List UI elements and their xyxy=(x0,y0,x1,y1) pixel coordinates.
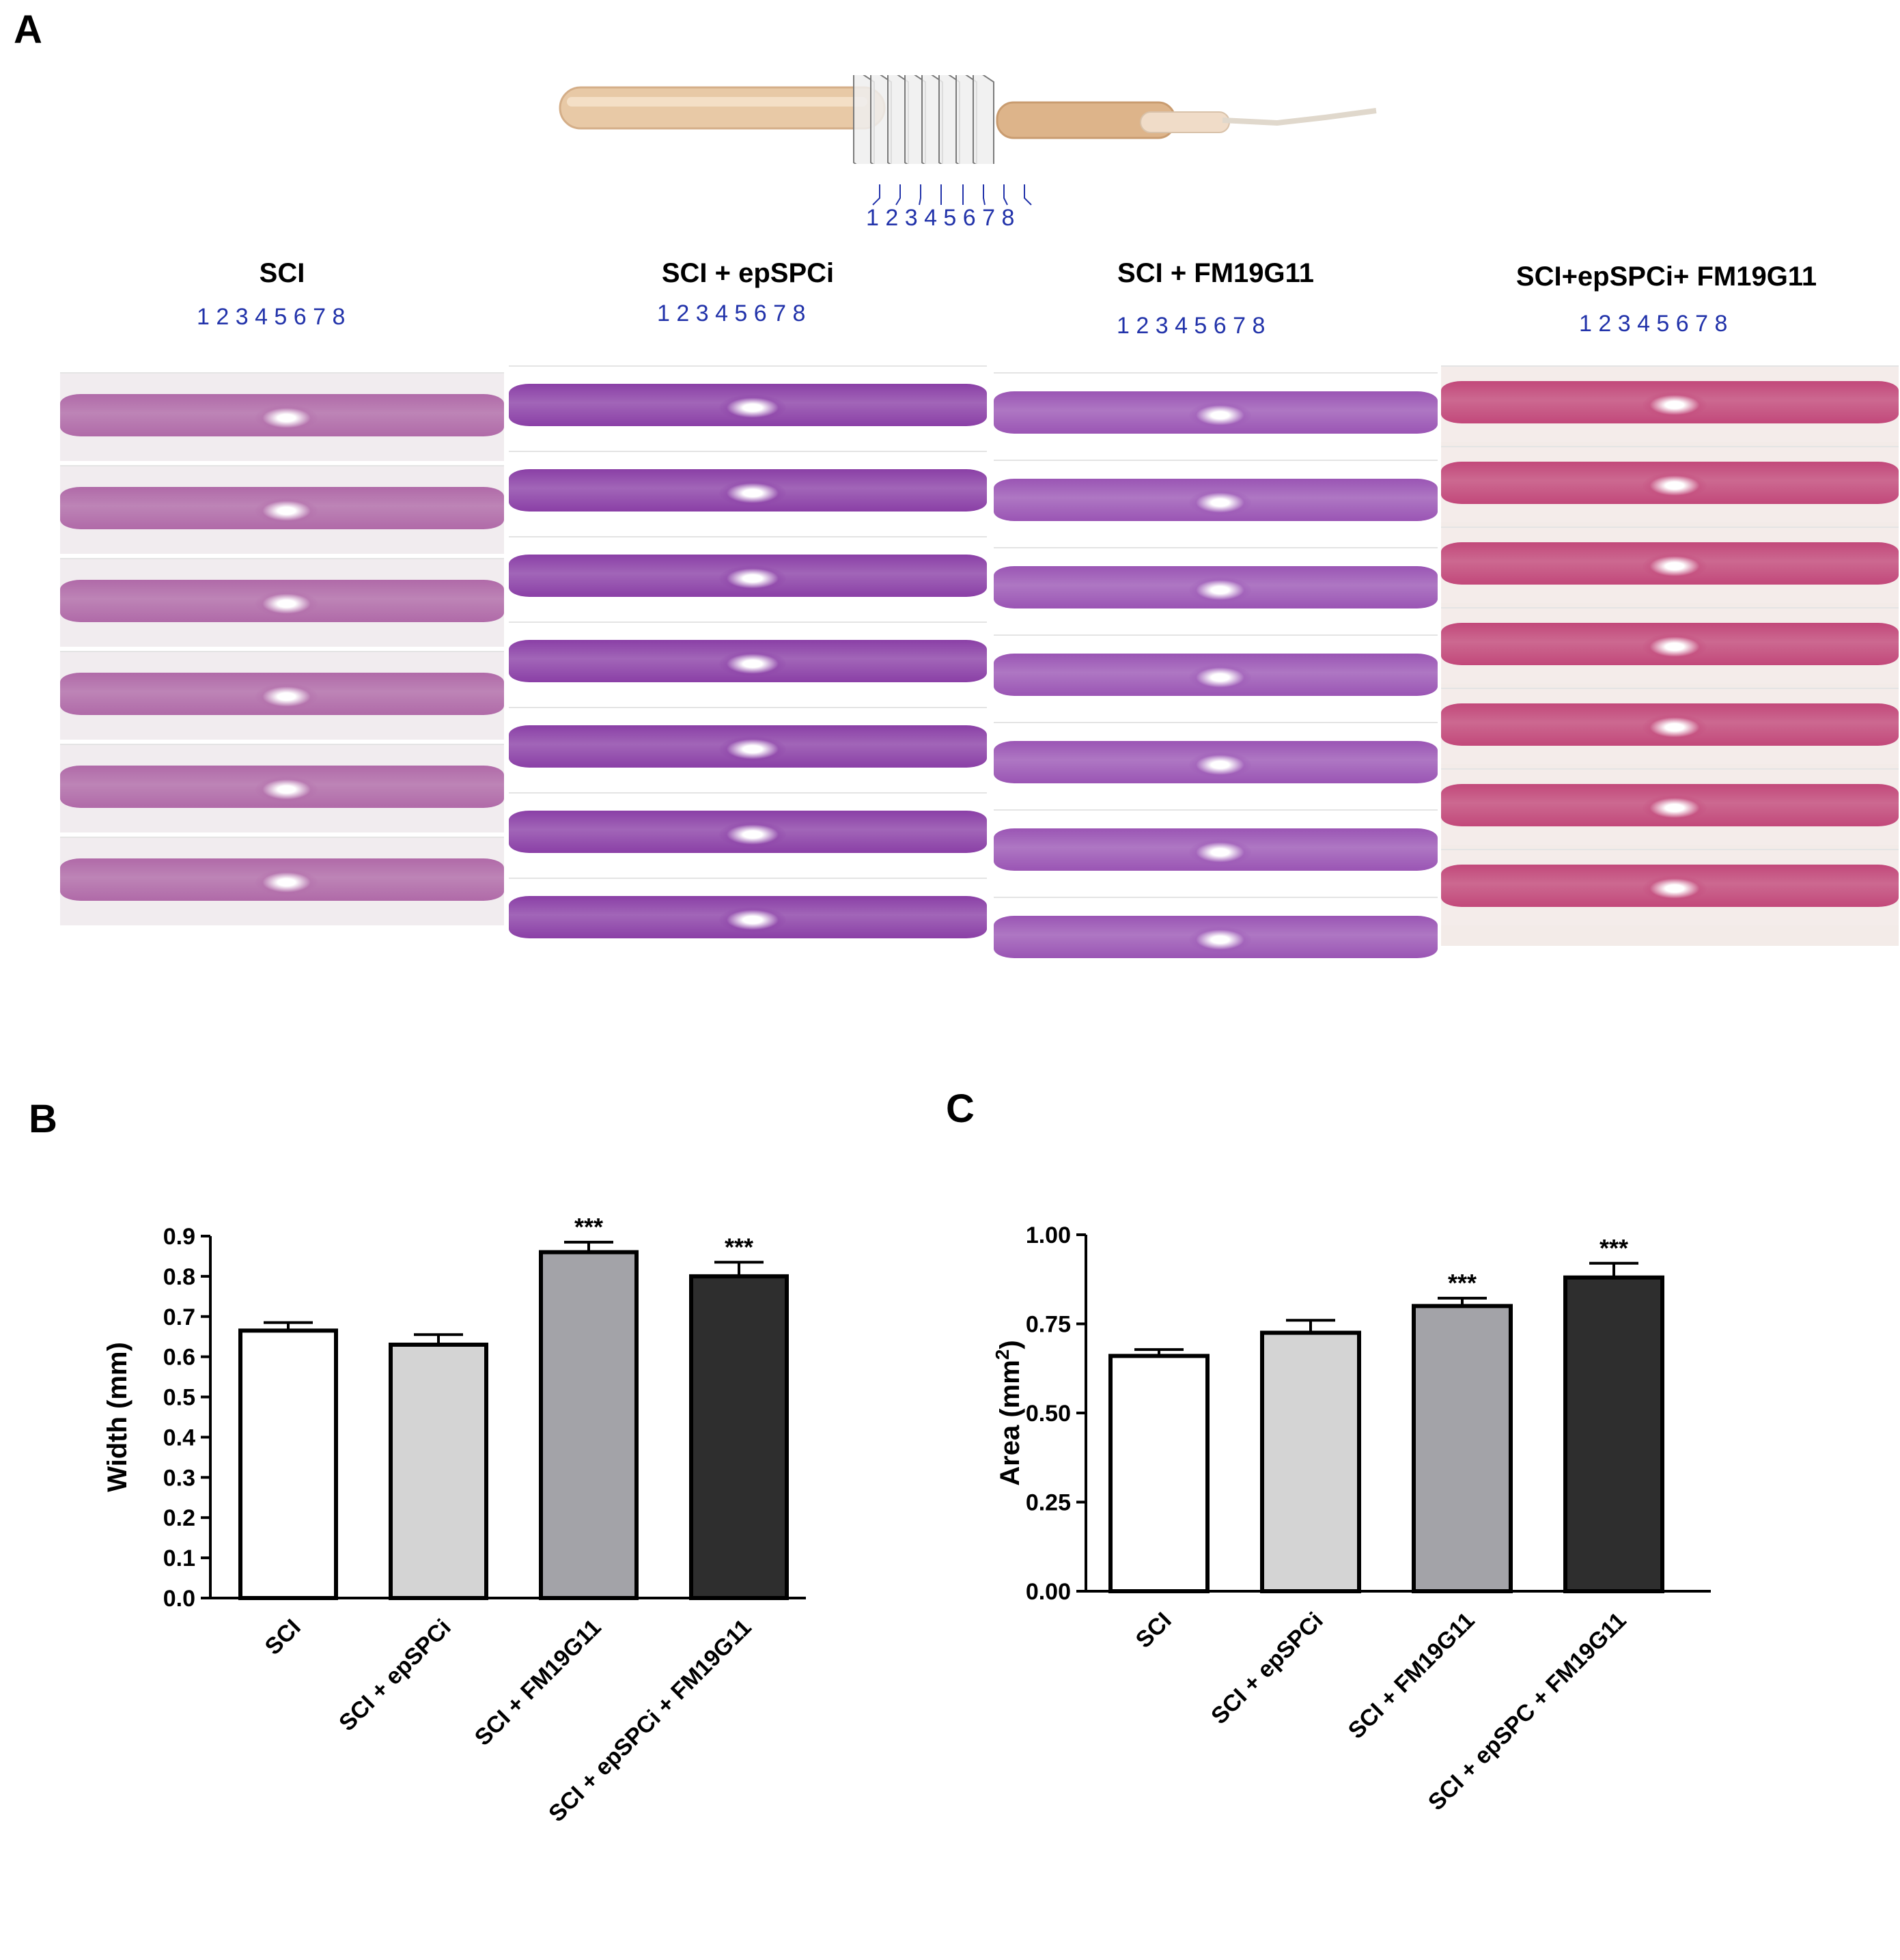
category-label: SCI + FM19G11 xyxy=(470,1614,606,1751)
histology-section xyxy=(509,365,987,447)
bar xyxy=(539,1250,639,1601)
bar xyxy=(238,1328,338,1600)
significance-label: *** xyxy=(725,1233,753,1261)
histology-section xyxy=(994,547,1438,630)
histology-section xyxy=(509,792,987,873)
histology-section xyxy=(1441,365,1899,442)
histology-section xyxy=(509,621,987,703)
y-tick-label: 0.1 xyxy=(163,1545,195,1571)
histology-column-fm19g11 xyxy=(994,372,1438,987)
histology-section xyxy=(509,451,987,532)
significance-label: *** xyxy=(1599,1234,1628,1262)
histology-section xyxy=(509,536,987,617)
category-label: SCI xyxy=(260,1614,306,1660)
y-tick-label: 0.5 xyxy=(163,1385,195,1411)
spinal-cord-specimen xyxy=(553,67,1380,179)
y-tick-label: 0.2 xyxy=(163,1505,195,1531)
y-tick-label: 0.3 xyxy=(163,1465,195,1491)
bar xyxy=(389,1343,488,1600)
histology-section xyxy=(994,722,1438,805)
histology-section xyxy=(60,558,504,647)
group-numbers-fm19g11: 1 2 3 4 5 6 7 8 xyxy=(1117,313,1266,339)
histology-section xyxy=(1441,607,1899,684)
bar xyxy=(689,1274,789,1600)
y-tick-label: 0.0 xyxy=(163,1586,195,1612)
y-tick-label: 0.25 xyxy=(1026,1490,1071,1516)
histology-section xyxy=(994,460,1438,543)
y-tick-label: 1.00 xyxy=(1026,1222,1071,1248)
category-label: SCI xyxy=(1131,1608,1177,1653)
group-title-sci-epspci: SCI + epSPCi xyxy=(661,258,835,288)
histology-section xyxy=(994,372,1438,456)
bar xyxy=(1260,1330,1361,1593)
significance-label: *** xyxy=(1448,1269,1477,1297)
bar xyxy=(1563,1275,1664,1593)
histology-section xyxy=(60,837,504,925)
category-label: SCI + FM19G11 xyxy=(1343,1608,1480,1744)
category-label: SCI + epSPCi xyxy=(1206,1608,1328,1730)
panel-label-a: A xyxy=(14,8,42,52)
histology-section xyxy=(60,372,504,461)
panel-label-c: C xyxy=(946,1087,975,1131)
group-numbers-epspci: 1 2 3 4 5 6 7 8 xyxy=(657,300,806,326)
y-tick-label: 0.8 xyxy=(163,1264,195,1290)
histology-section xyxy=(1441,849,1899,925)
y-tick-label: 0.75 xyxy=(1026,1312,1071,1338)
histology-section xyxy=(994,809,1438,893)
y-tick-label: 0.00 xyxy=(1026,1579,1071,1605)
histology-section xyxy=(60,744,504,832)
histology-column-epspci xyxy=(509,365,987,980)
y-tick-label: 0.9 xyxy=(163,1224,195,1250)
histology-section xyxy=(1441,527,1899,603)
panel-label-b: B xyxy=(29,1097,57,1141)
section-numbers: 1 2 3 4 5 6 7 8 xyxy=(866,205,1015,231)
histology-section xyxy=(994,634,1438,718)
y-tick-label: 0.6 xyxy=(163,1345,195,1371)
histology-section xyxy=(509,878,987,959)
histology-section xyxy=(1441,446,1899,522)
y-tick-label: 0.7 xyxy=(163,1304,195,1330)
histology-section xyxy=(60,651,504,740)
histology-section xyxy=(60,465,504,554)
significance-label: *** xyxy=(574,1213,603,1241)
category-label: SCI + epSPCi xyxy=(334,1614,456,1737)
y-tick-label: 0.50 xyxy=(1026,1401,1071,1427)
histology-section xyxy=(994,897,1438,980)
group-numbers-sci: 1 2 3 4 5 6 7 8 xyxy=(197,304,346,330)
bar xyxy=(1108,1354,1210,1593)
histology-section xyxy=(509,707,987,788)
specimen-illustration xyxy=(559,67,1377,179)
group-title-sci: SCI xyxy=(259,258,305,288)
area-bar-chart: 0.00 0.25 0.50 0.75 1.00 Area (mm2) SCI SCI + e… xyxy=(992,1222,1711,1816)
histology-column-combo xyxy=(1441,365,1899,946)
group-numbers-combo: 1 2 3 4 5 6 7 8 xyxy=(1579,311,1728,337)
y-axis-label: Width (mm) xyxy=(102,1342,132,1492)
bar xyxy=(1412,1304,1513,1593)
group-title-sci-fm19g11: SCI + FM19G11 xyxy=(1117,258,1314,288)
section-ticks xyxy=(867,179,1059,206)
histology-column-sci xyxy=(60,372,504,987)
histology-section xyxy=(1441,768,1899,845)
y-axis-label: Area (mm2) xyxy=(992,1340,1026,1485)
histology-section xyxy=(1441,688,1899,764)
y-tick-label: 0.4 xyxy=(163,1425,195,1451)
width-bar-chart: 0.0 0.1 0.2 0.3 0.4 0.5 0.6 0.7 0.8 0.9 Width (mm)… xyxy=(102,1213,806,1827)
group-title-sci-epspci-fm19g11: SCI+epSPCi+ FM19G11 xyxy=(1515,262,1817,292)
